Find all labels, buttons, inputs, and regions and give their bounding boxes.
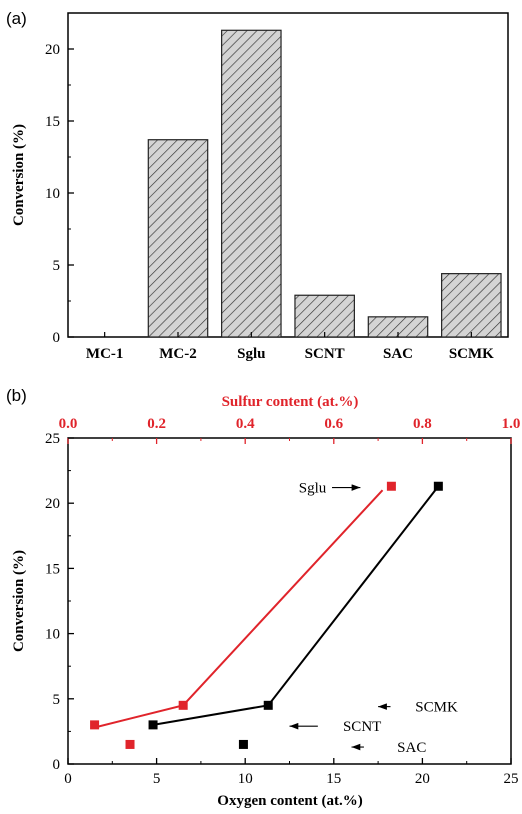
- annotation-scmk: SCMK: [415, 700, 458, 716]
- x-tick-label: 10: [238, 771, 253, 787]
- y-tick-label: 20: [45, 42, 60, 58]
- y-tick-label: 5: [53, 258, 61, 274]
- panel-b-points: [90, 481, 443, 749]
- x2-tick-label: 0.6: [324, 416, 343, 432]
- x-category-label: SAC: [383, 346, 413, 362]
- x2-tick-label: 0.4: [236, 416, 255, 432]
- panel-b-x-axis-title: Oxygen content (at.%): [217, 793, 362, 809]
- x-tick-label: 15: [326, 771, 341, 787]
- y-tick-label: 15: [45, 561, 60, 577]
- panel-a-y-ticks: 0 5 10 15 20: [45, 42, 74, 346]
- panel-b-annotations: Sglu SCMK SCNT SAC: [289, 481, 458, 756]
- sulfur-data-point: [90, 720, 100, 730]
- oxygen-data-point: [263, 700, 273, 710]
- sulfur-data-point: [178, 700, 188, 710]
- panel-a-y-axis-title: Conversion (%): [11, 124, 27, 226]
- y-tick-label: 25: [45, 431, 60, 447]
- sulfur-data-point: [125, 739, 135, 749]
- y-tick-label: 0: [53, 757, 61, 773]
- panel-a-frame: [67, 12, 509, 338]
- x-category-label: SCMK: [449, 346, 494, 362]
- y-tick-label: 5: [53, 692, 61, 708]
- annotation-sac: SAC: [397, 740, 426, 756]
- panel-a-label: (a): [6, 9, 27, 28]
- sulfur-data-point: [386, 481, 396, 491]
- x-category-label: MC-2: [159, 346, 197, 362]
- oxygen-data-point: [433, 481, 443, 491]
- x-tick-label: 0: [64, 771, 72, 787]
- y-tick-label: 15: [45, 114, 60, 130]
- x-tick-label: 25: [504, 771, 519, 787]
- y-tick-label: 20: [45, 496, 60, 512]
- panel-b-top-axis-title: Sulfur content (at.%): [222, 394, 359, 410]
- y-tick-label: 10: [45, 186, 60, 202]
- panel-a-x-labels: MC-1 MC-2 Sglu SCNT SAC SCMK: [86, 332, 494, 362]
- y-tick-label: 10: [45, 627, 60, 643]
- panel-b-label: (b): [6, 386, 27, 405]
- x2-tick-label: 0.2: [147, 416, 166, 432]
- bar-sglu: [221, 29, 282, 338]
- panel-a-bars: [147, 29, 502, 338]
- x-category-label: SCNT: [305, 346, 345, 362]
- oxygen-data-point: [238, 739, 248, 749]
- bar-scmk: [441, 273, 502, 338]
- x-tick-label: 5: [153, 771, 161, 787]
- panel-b-y-axis-title: Conversion (%): [11, 550, 27, 652]
- x2-tick-label: 0.0: [59, 416, 78, 432]
- bar-mc-2: [147, 139, 209, 338]
- annotation-scnt: SCNT: [343, 719, 381, 735]
- x2-tick-label: 0.8: [413, 416, 432, 432]
- oxygen-series-line: [152, 485, 440, 726]
- x-tick-label: 20: [415, 771, 430, 787]
- oxygen-data-point: [148, 720, 158, 730]
- x-category-label: Sglu: [237, 346, 265, 362]
- panel-a-bar-chart: (a) 0 5 10 15 20 MC-1 MC-2 Sglu SCNT SAC SCMK Con…: [6, 9, 509, 362]
- bar-scnt: [294, 294, 355, 338]
- annotation-sglu: Sglu: [299, 481, 327, 497]
- sulfur-series-line: [94, 489, 384, 729]
- x-category-label: MC-1: [86, 346, 124, 362]
- panel-b-lines: [94, 485, 440, 729]
- x2-tick-label: 1.0: [502, 416, 521, 432]
- y-tick-label: 0: [53, 330, 61, 346]
- panel-b-scatter-chart: (b) Sulfur content (at.%) 0 5 10 15 20 250.0 0…: [6, 386, 520, 809]
